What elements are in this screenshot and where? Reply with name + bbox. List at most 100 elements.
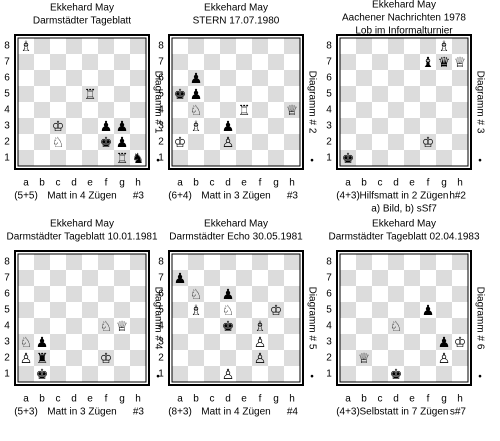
- chess-piece: ♕: [286, 103, 299, 119]
- square: [82, 118, 98, 134]
- square: [188, 86, 204, 102]
- square: [204, 150, 220, 166]
- file-label: g: [441, 394, 447, 405]
- chess-piece: ♘: [190, 103, 203, 119]
- square: [284, 134, 300, 150]
- square: [98, 334, 114, 350]
- square: [284, 334, 300, 350]
- square: [436, 70, 452, 86]
- diagram-label: Diagramm # 1: [152, 71, 163, 134]
- square: [98, 118, 114, 134]
- rank-label: 6: [4, 289, 10, 300]
- square: [372, 54, 388, 70]
- square: [34, 54, 50, 70]
- square: [98, 350, 114, 366]
- square: [236, 38, 252, 54]
- file-label: a: [177, 178, 183, 189]
- square: [220, 334, 236, 350]
- square: [50, 86, 66, 102]
- file-label: g: [273, 394, 279, 405]
- square: [82, 286, 98, 302]
- file-label: c: [378, 178, 383, 189]
- square: [98, 38, 114, 54]
- square: [252, 366, 268, 382]
- square: [236, 118, 252, 134]
- square: [436, 86, 452, 102]
- file-label: f: [259, 178, 262, 189]
- square: [268, 150, 284, 166]
- square: [388, 302, 404, 318]
- square: [66, 134, 82, 150]
- square: [436, 102, 452, 118]
- square: [404, 318, 420, 334]
- square: [252, 318, 268, 334]
- square: [236, 318, 252, 334]
- square: [452, 302, 468, 318]
- square: [420, 270, 436, 286]
- diagram: Ekkehard May Darmstädter Tageblatt 02.04.…: [326, 219, 485, 418]
- square: [388, 102, 404, 118]
- file-label: c: [56, 394, 61, 405]
- square: [404, 286, 420, 302]
- diagram: Ekkehard May Darmstädter Echo 30.05.1981 8…: [158, 219, 317, 418]
- square: [114, 102, 130, 118]
- square: [372, 318, 388, 334]
- square: [98, 86, 114, 102]
- chess-piece: ♛: [438, 55, 451, 71]
- diagram-header: Ekkehard May: [204, 219, 268, 230]
- square: [404, 302, 420, 318]
- square: [340, 38, 356, 54]
- square: [130, 54, 146, 70]
- chess-piece: ♟: [438, 335, 451, 351]
- square: [130, 38, 146, 54]
- square: [204, 270, 220, 286]
- square: [50, 350, 66, 366]
- rank-label: 6: [4, 73, 10, 84]
- square: [204, 286, 220, 302]
- square: [388, 334, 404, 350]
- square: [436, 334, 452, 350]
- square: [372, 86, 388, 102]
- square: [340, 254, 356, 270]
- square: [388, 54, 404, 70]
- chess-piece: ♟: [222, 119, 235, 135]
- square: [130, 302, 146, 318]
- square: [50, 38, 66, 54]
- chess-piece: ♚: [222, 319, 235, 335]
- square: [236, 286, 252, 302]
- rank-label: 1: [326, 369, 332, 380]
- square: [284, 350, 300, 366]
- stone-count: (5+3): [14, 407, 38, 418]
- file-label: a: [23, 178, 29, 189]
- file-label: d: [393, 178, 399, 189]
- square: [220, 54, 236, 70]
- square: [284, 86, 300, 102]
- square: [420, 102, 436, 118]
- stone-count: (6+4): [168, 191, 192, 202]
- chess-piece: ♘: [190, 287, 203, 303]
- file-label: d: [225, 394, 231, 405]
- square: [340, 150, 356, 166]
- square: [436, 38, 452, 54]
- file-label: a: [345, 178, 351, 189]
- square: [34, 366, 50, 382]
- rank-label: 2: [326, 137, 332, 148]
- square: [236, 86, 252, 102]
- square: [98, 150, 114, 166]
- chess-piece: ♟: [100, 119, 113, 135]
- diagram-header: Lob im Informalturnier: [355, 26, 453, 37]
- square: [252, 286, 268, 302]
- rank-label: 1: [158, 153, 164, 164]
- square: [436, 366, 452, 382]
- square: [114, 270, 130, 286]
- square: [172, 70, 188, 86]
- rank-label: 2: [158, 137, 164, 148]
- rank-label: 2: [4, 353, 10, 364]
- square: [420, 134, 436, 150]
- chess-piece: ♟: [422, 303, 435, 319]
- square: [130, 150, 146, 166]
- square: [130, 134, 146, 150]
- square: [284, 366, 300, 382]
- chess-piece: ♖: [238, 103, 251, 119]
- square: [188, 54, 204, 70]
